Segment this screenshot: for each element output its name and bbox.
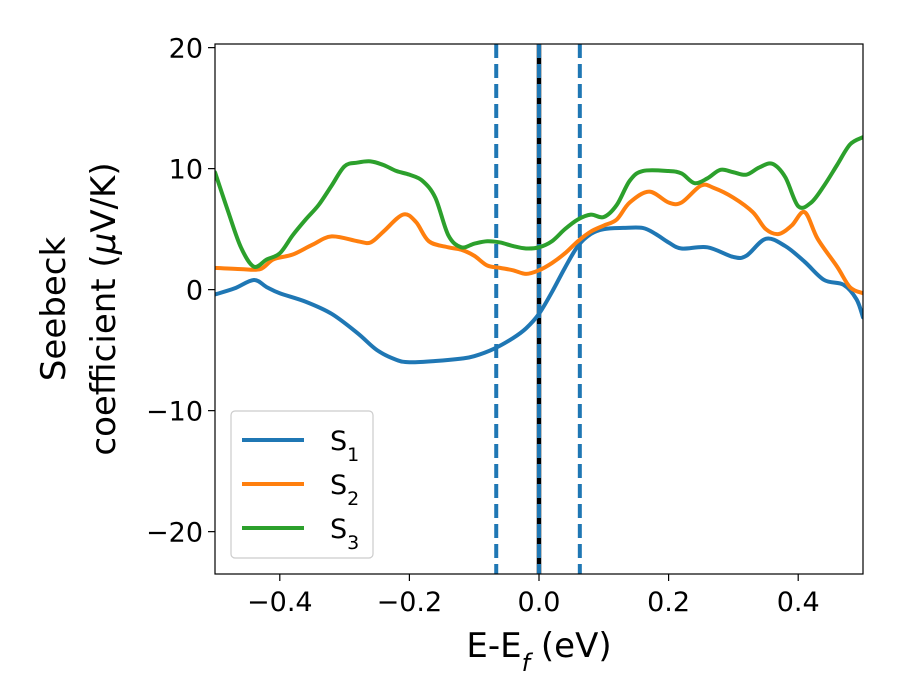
series-line-s2 [215,182,863,296]
x-tick-label: −0.2 [377,587,443,618]
y-axis-label: Seebeck coefficient (μV/K) [34,162,124,455]
legend-label-s1: S1 [330,426,359,466]
y-tick-label: 10 [169,155,203,186]
x-axis-ticks: −0.4 −0.2 0.0 0.2 0.4 [247,574,820,618]
y-tick-label: 0 [186,276,203,307]
y-axis-ticks: 20 10 0 −10 −20 [146,34,215,549]
y-axis-label-line1: Seebeck [34,237,74,382]
y-tick-label: −10 [146,397,203,428]
series-line-s1 [215,225,863,365]
x-tick-label: −0.4 [247,587,313,618]
y-tick-label: −20 [146,518,203,549]
x-tick-label: 0.4 [777,587,820,618]
x-tick-label: 0.2 [647,587,690,618]
legend-label-s3: S3 [330,514,359,554]
legend-label-s2: S2 [330,470,359,510]
x-axis-label: E-Ef (eV) [466,626,611,677]
series-line-s3 [215,135,863,269]
x-tick-label: 0.0 [518,587,561,618]
series-layer [215,135,863,365]
vertical-lines [494,44,582,574]
y-axis-label-line2: coefficient (μV/K) [84,162,124,455]
y-tick-label: 20 [169,34,203,65]
